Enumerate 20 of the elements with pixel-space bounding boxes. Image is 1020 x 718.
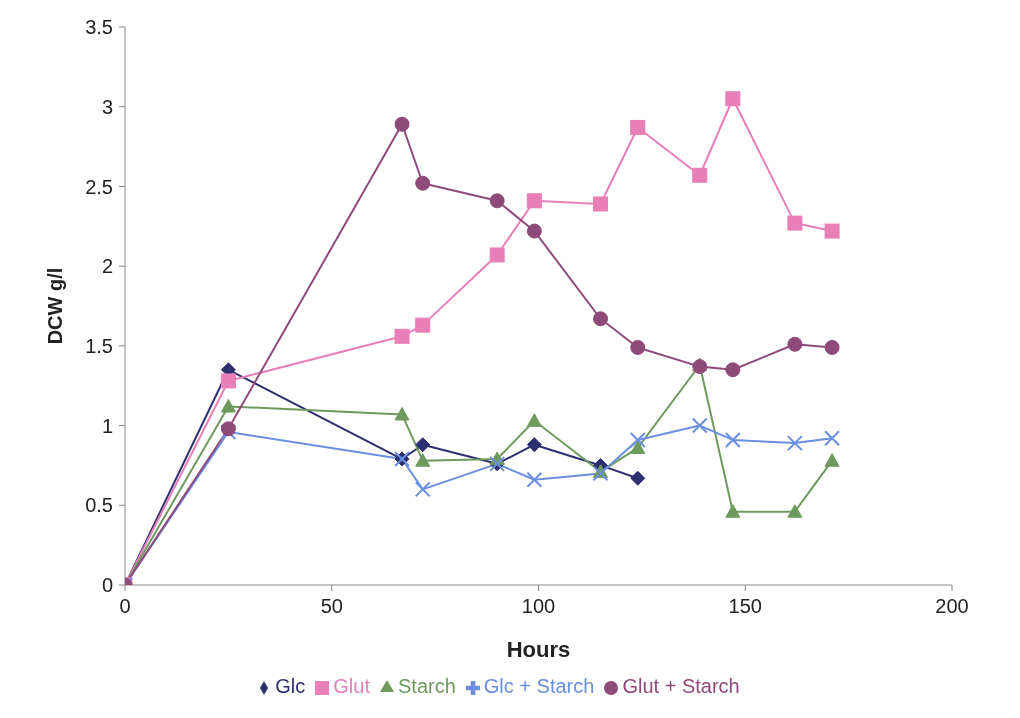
legend-label: Starch xyxy=(397,675,456,697)
x-tick-label: 200 xyxy=(935,595,969,618)
legend-label: Glc xyxy=(275,675,306,697)
y-axis-title: DCW g/l xyxy=(44,267,67,345)
y-tick-label: 0.5 xyxy=(85,494,113,517)
x-tick-label: 0 xyxy=(119,595,131,618)
legend-label: Glut xyxy=(333,675,370,697)
x-axis-title: Hours xyxy=(506,637,571,662)
x-tick-label: 50 xyxy=(320,595,343,618)
x-tick-label: 100 xyxy=(521,595,556,618)
legend-label: Glc + Starch xyxy=(483,675,595,697)
x-tick-label: 150 xyxy=(728,595,762,618)
y-tick-label: 2.5 xyxy=(85,175,113,198)
y-tick-label: 3.5 xyxy=(85,16,113,39)
y-tick-label: 0 xyxy=(101,574,113,597)
y-tick-label: 3 xyxy=(101,95,113,118)
legend-label: Glut + Starch xyxy=(622,675,740,697)
y-tick-label: 2 xyxy=(101,255,113,278)
y-tick-label: 1 xyxy=(101,414,113,437)
y-tick-label: 1.5 xyxy=(85,334,113,357)
